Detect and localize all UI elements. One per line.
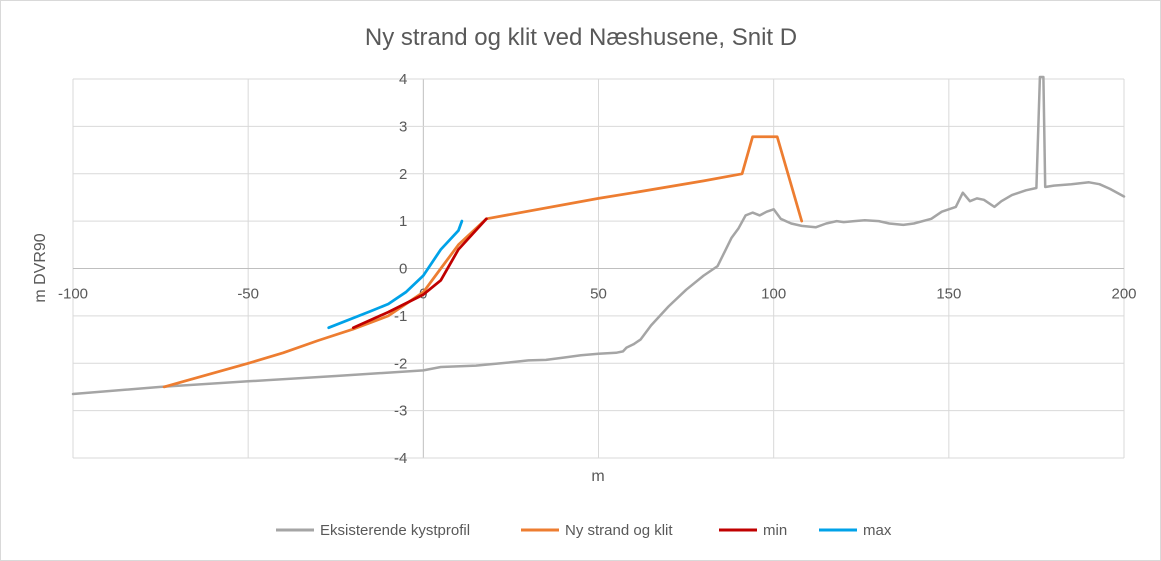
legend-label-1: Ny strand og klit bbox=[565, 522, 673, 539]
legend: Eksisterende kystprofil Ny strand og klit… bbox=[276, 522, 892, 539]
x-tick-label: 100 bbox=[761, 286, 786, 303]
series-line-0 bbox=[71, 75, 1126, 396]
series-line-3 bbox=[327, 219, 464, 330]
y-tick-label: 0 bbox=[399, 261, 407, 278]
y-tick-label: -1 bbox=[394, 308, 407, 325]
x-tick-label: 200 bbox=[1111, 286, 1136, 303]
grid-lines bbox=[72, 78, 1125, 459]
chart-title: Ny strand og klit ved Næshusene, Snit D bbox=[365, 24, 797, 51]
x-tick-label: -100 bbox=[58, 286, 88, 303]
y-axis-label: m DVR90 bbox=[32, 233, 49, 302]
y-tick-label: 4 bbox=[399, 71, 407, 88]
legend-label-3: max bbox=[863, 522, 892, 539]
legend-label-2: min bbox=[763, 522, 787, 539]
x-axis-label: m bbox=[591, 468, 604, 485]
y-tick-label: 1 bbox=[399, 213, 407, 230]
series-layer bbox=[71, 75, 1126, 396]
y-tick-label: -2 bbox=[394, 355, 407, 372]
legend-label-0: Eksisterende kystprofil bbox=[320, 522, 470, 539]
series-line-1 bbox=[162, 135, 804, 389]
y-tick-label: 2 bbox=[399, 166, 407, 183]
y-tick-label: -3 bbox=[394, 403, 407, 420]
y-tick-label: 3 bbox=[399, 118, 407, 135]
x-tick-label: -50 bbox=[237, 286, 259, 303]
y-tick-label: -4 bbox=[394, 450, 407, 467]
x-tick-label: 50 bbox=[590, 286, 607, 303]
series-line-2 bbox=[351, 217, 488, 330]
x-tick-label: 150 bbox=[936, 286, 961, 303]
